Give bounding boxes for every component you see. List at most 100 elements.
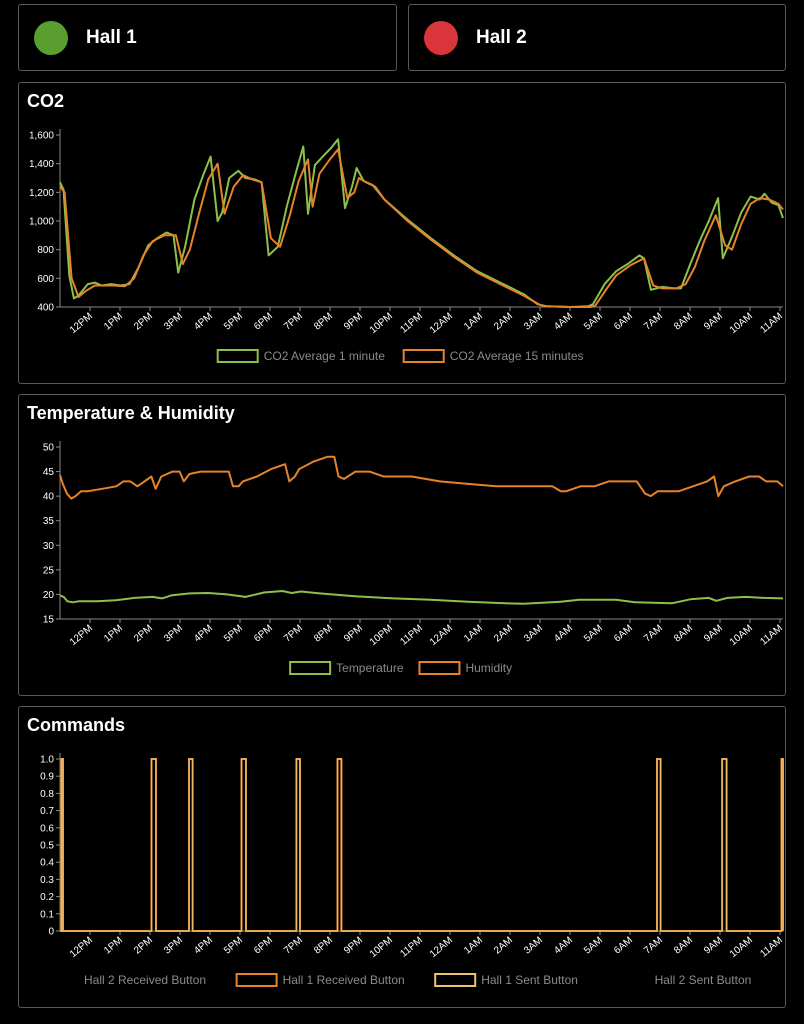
y-tick-label: 50 xyxy=(43,443,55,454)
x-tick-label: 10PM xyxy=(368,311,395,336)
x-tick-label: 8AM xyxy=(672,311,695,333)
y-tick-label: 600 xyxy=(37,274,54,285)
x-tick-label: 7PM xyxy=(282,623,305,645)
x-tick-label: 11PM xyxy=(398,311,425,336)
legend-label: CO2 Average 15 minutes xyxy=(450,349,584,363)
x-tick-label: 7AM xyxy=(642,311,665,333)
x-tick-label: 10PM xyxy=(368,935,395,960)
temperature-humidity-chart: 15 20 25 30 35 40 45 50 12PM 1PM 2PM 3PM 4PM 5PM 6PM 7P… xyxy=(43,441,785,675)
x-tick-label: 6AM xyxy=(612,935,635,957)
legend-label: CO2 Average 1 minute xyxy=(264,349,386,363)
y-tick-label: 45 xyxy=(43,467,55,478)
x-tick-label: 8PM xyxy=(312,311,335,333)
x-tick-label: 1AM xyxy=(462,311,485,333)
x-tick-label: 12AM xyxy=(428,623,455,648)
x-tick-label: 1PM xyxy=(102,935,125,957)
co2-chart: 400 600 800 1,000 1,200 1,400 1,600 12PM 1PM 2PM 3… xyxy=(29,129,785,363)
series-line-1 xyxy=(59,148,784,308)
x-tick-label: 9AM xyxy=(702,935,725,957)
y-tick-label: 20 xyxy=(43,590,55,601)
x-tick-label: 8PM xyxy=(312,935,335,957)
y-tick-label: 1,600 xyxy=(29,131,54,142)
legend-swatch xyxy=(418,661,461,675)
legend-swatch xyxy=(235,973,278,987)
series-pulse-2 xyxy=(60,758,784,932)
x-tick-label: 10AM xyxy=(728,623,755,648)
panel-title: Temperature & Humidity xyxy=(27,403,235,423)
legend-label: Hall 1 Received Button xyxy=(283,973,405,987)
x-tick-label: 5PM xyxy=(222,623,245,645)
y-tick-label: 0 xyxy=(48,927,54,938)
temperature-humidity-panel: Temperature & Humidity 15 20 25 30 35 40 45 50 1… xyxy=(18,394,786,696)
x-tick-label: 4PM xyxy=(192,311,215,333)
x-tick-label: 2PM xyxy=(132,935,155,957)
x-tick-label: 9PM xyxy=(342,935,365,957)
status-dot-icon xyxy=(34,20,68,55)
x-tick-label: 3PM xyxy=(162,623,185,645)
y-tick-label: 1.0 xyxy=(40,755,54,766)
x-tick-label: 2AM xyxy=(492,311,515,333)
x-tick-label: 11PM xyxy=(398,935,425,960)
legend-swatch xyxy=(402,349,445,363)
y-tick-label: 0.8 xyxy=(40,789,54,800)
x-tick-label: 8AM xyxy=(672,935,695,957)
y-tick-label: 0.9 xyxy=(40,772,54,783)
panel-title: Commands xyxy=(27,715,126,735)
x-tick-label: 11AM xyxy=(758,311,785,336)
y-tick-label: 0.7 xyxy=(40,806,54,817)
x-tick-label: 7AM xyxy=(642,935,665,957)
x-tick-label: 5AM xyxy=(582,311,605,333)
x-tick-label: 5PM xyxy=(222,935,245,957)
y-tick-label: 40 xyxy=(43,492,55,503)
x-tick-label: 4PM xyxy=(192,623,215,645)
x-tick-label: 10AM xyxy=(728,935,755,960)
x-tick-label: 11PM xyxy=(398,623,425,648)
x-tick-label: 3AM xyxy=(522,311,545,333)
x-tick-label: 12AM xyxy=(428,311,455,336)
legend-label: Hall 2 Received Button xyxy=(84,973,206,987)
hall-1-label: Hall 1 xyxy=(86,26,137,48)
legend-label: Humidity xyxy=(465,661,512,675)
x-tick-label: 12PM xyxy=(68,311,95,336)
hall-2-label: Hall 2 xyxy=(476,26,527,48)
y-tick-label: 25 xyxy=(43,565,55,576)
x-tick-label: 7PM xyxy=(282,311,305,333)
y-tick-label: 400 xyxy=(37,303,54,314)
y-tick-label: 0.2 xyxy=(40,892,54,903)
x-tick-label: 9PM xyxy=(342,311,365,333)
x-tick-label: 12PM xyxy=(68,623,95,648)
x-tick-label: 6PM xyxy=(252,935,275,957)
y-tick-label: 0.6 xyxy=(40,823,54,834)
y-tick-label: 1,200 xyxy=(29,188,54,199)
x-tick-label: 5AM xyxy=(582,623,605,645)
x-tick-label: 8AM xyxy=(672,623,695,645)
x-tick-label: 3PM xyxy=(162,311,185,333)
x-tick-label: 12PM xyxy=(68,935,95,960)
x-tick-label: 3AM xyxy=(522,623,545,645)
legend-swatch xyxy=(434,973,477,987)
y-tick-label: 1,000 xyxy=(29,217,54,228)
hall-2-card[interactable]: Hall 2 xyxy=(408,4,786,71)
x-tick-label: 6PM xyxy=(252,623,275,645)
legend-label: Hall 1 Sent Button xyxy=(481,973,578,987)
hall-1-card[interactable]: Hall 1 xyxy=(18,4,397,71)
x-tick-label: 4PM xyxy=(192,935,215,957)
legend-swatch xyxy=(289,661,332,675)
x-tick-label: 8PM xyxy=(312,623,335,645)
x-tick-label: 9AM xyxy=(702,311,725,333)
y-tick-label: 30 xyxy=(43,541,55,552)
co2-panel: CO2 400 600 800 1,000 1,200 1,400 1,600 12PM 1PM… xyxy=(18,82,786,384)
legend-label: Hall 2 Sent Button xyxy=(655,973,752,987)
x-tick-label: 9PM xyxy=(342,623,365,645)
x-tick-label: 10AM xyxy=(728,311,755,336)
y-tick-label: 35 xyxy=(43,516,55,527)
x-tick-label: 1AM xyxy=(462,935,485,957)
x-tick-label: 5PM xyxy=(222,311,245,333)
x-tick-label: 11AM xyxy=(758,623,785,648)
x-tick-label: 12AM xyxy=(428,935,455,960)
x-tick-label: 5AM xyxy=(582,935,605,957)
series-line-0 xyxy=(59,590,784,605)
series-pulse-1 xyxy=(60,758,784,932)
x-tick-label: 4AM xyxy=(552,623,575,645)
x-tick-label: 2AM xyxy=(492,935,515,957)
